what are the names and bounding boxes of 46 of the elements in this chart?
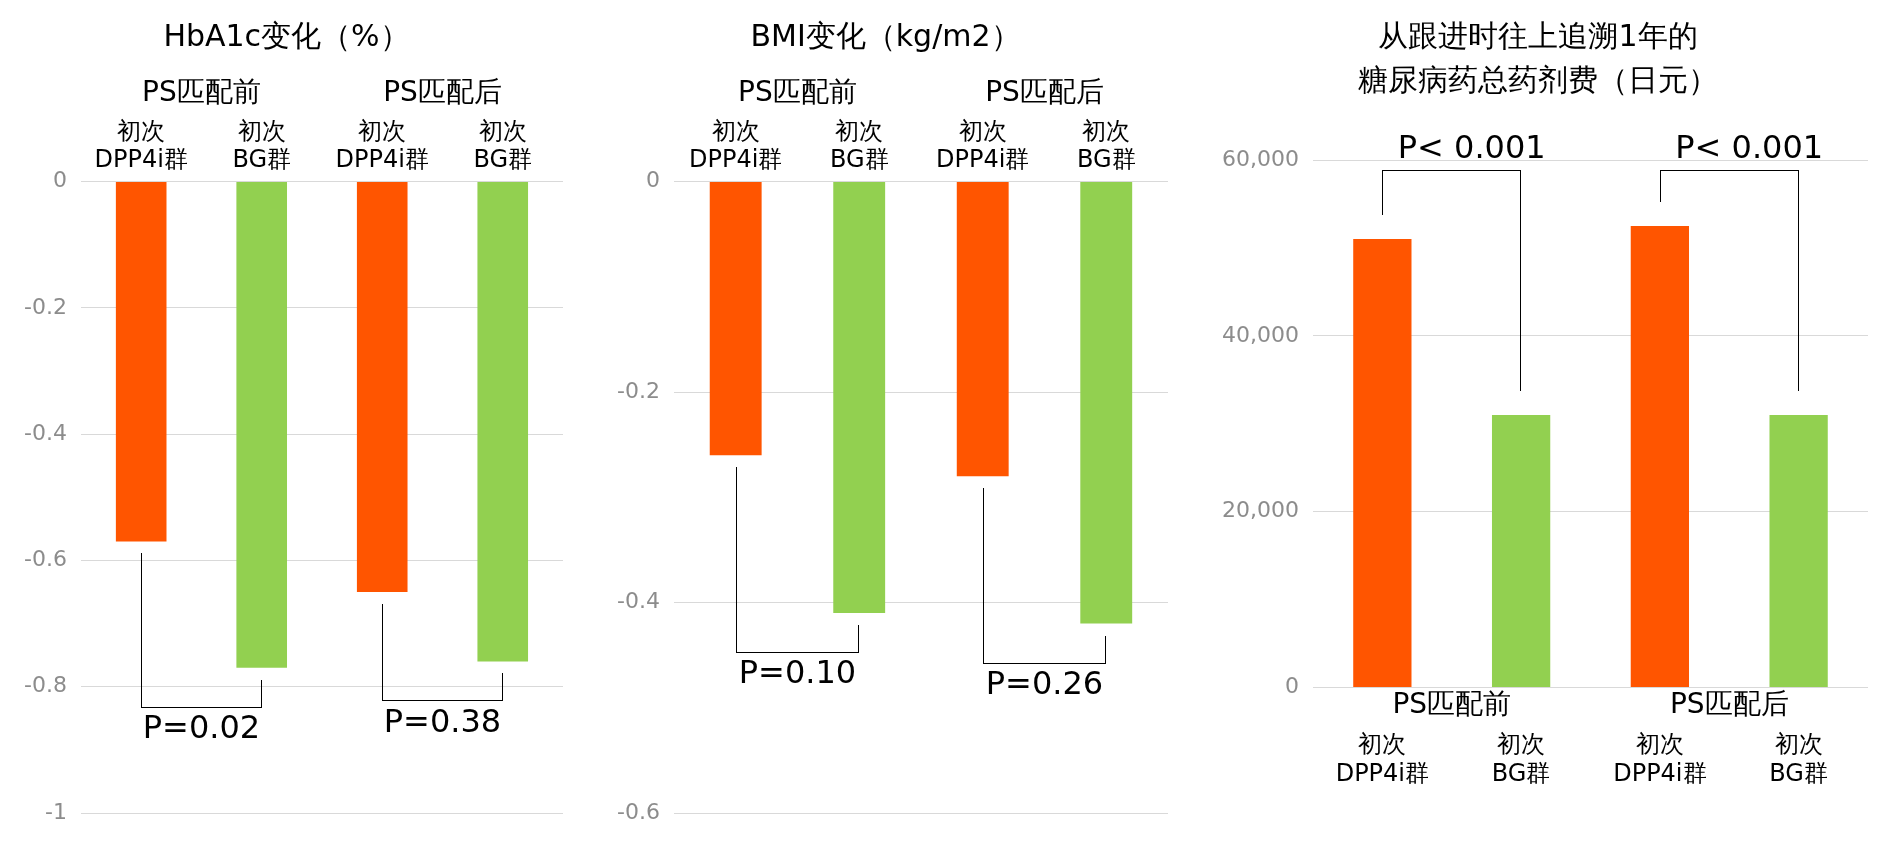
y-tick-label: -0.6 [616,798,660,824]
bar [1353,239,1412,687]
annotation: P=0.26 [985,663,1104,702]
x-tick-label: 初次 BG群 [473,116,533,174]
x-tick-label: 初次 DPP4i群 [1335,730,1430,787]
y-tick-label: -0.4 [23,419,67,445]
annotation: PS匹配前 [1392,686,1512,720]
annotation: P=0.38 [383,701,502,740]
y-tick-label: 0 [52,167,67,193]
text: PS匹配前 [142,75,261,109]
x-tick-label: 初次 DPP4i群 [94,116,188,174]
x-tick-label: 初次 BG群 [232,116,292,174]
x-tick-label: 初次 DPP4i群 [335,116,429,174]
bar [1769,414,1828,687]
x-tick-label: 初次 DPP4i群 [1613,730,1707,787]
x-tick-label: 初次 DPP4i群 [689,116,783,174]
annotation: P< 0.001 [1397,128,1546,167]
bar [1630,225,1690,687]
y-tick-label: -0.6 [23,546,67,572]
y-tick-label: -0.2 [23,293,67,319]
text: PS匹配后 [985,75,1104,109]
y-tick-label: -1 [44,798,67,824]
x-tick-label: 初次 BG群 [1769,730,1828,787]
annotation: PS匹配后 [1669,686,1789,720]
y-tick-label: -0.8 [23,672,67,698]
y-tick-label: 0 [1284,673,1299,699]
y-tick-label: 60,000 [1221,145,1299,171]
y-tick-label: 0 [645,167,660,193]
bar [1491,414,1551,687]
text: PS匹配前 [738,75,857,109]
y-tick-label: 40,000 [1221,321,1299,347]
x-tick-label: 初次 DPP4i群 [936,116,1030,174]
y-tick-label: -0.2 [616,377,660,403]
x-tick-label: 初次 BG群 [1491,730,1551,787]
chart-title: HbA1c变化（%） [163,17,410,53]
y-tick-label: -0.4 [616,588,660,614]
annotation: P=0.10 [738,653,857,692]
y-tick-label: 20,000 [1221,497,1299,523]
x-tick-label: 初次 BG群 [829,116,889,174]
annotation: P=0.02 [142,708,261,747]
chart-subtitle: 糖尿病药总药剂费（日元） [1358,61,1718,97]
text: PS匹配后 [383,75,502,109]
chart-title: 从跟进时往上追溯1年的 [1378,17,1698,53]
chart-title: BMI变化（kg/m2） [750,17,1021,53]
x-tick-label: 初次 BG群 [1076,116,1136,174]
annotation: P< 0.001 [1675,128,1824,167]
